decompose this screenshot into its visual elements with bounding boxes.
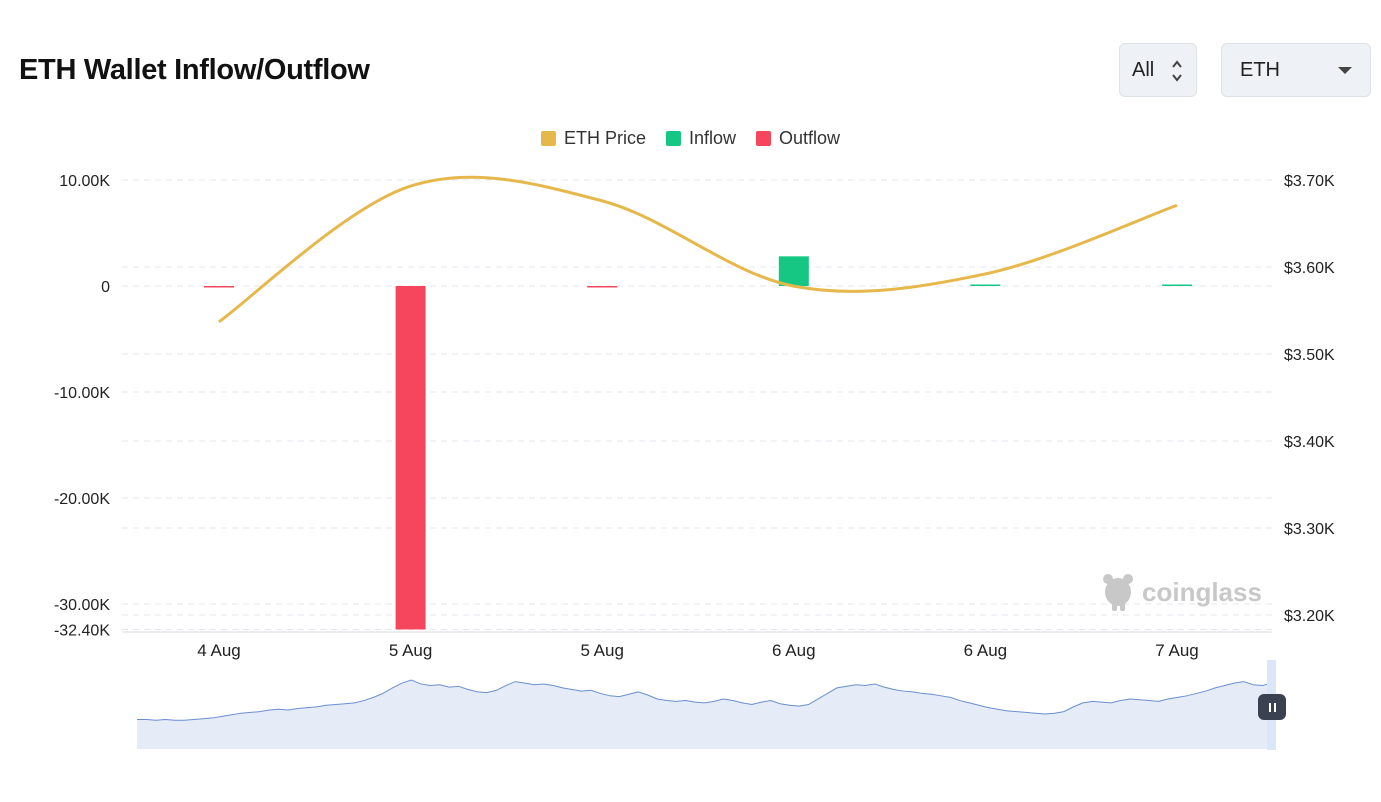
x-axis: 4 Aug 5 Aug 5 Aug 6 Aug 6 Aug 7 Aug bbox=[122, 631, 1272, 660]
y-right-tick-label: $3.20K bbox=[1284, 608, 1335, 625]
y-right-tick-label: $3.60K bbox=[1284, 260, 1335, 277]
watermark: coinglass bbox=[1103, 574, 1262, 611]
coinglass-logo-icon bbox=[1103, 574, 1133, 611]
y-right-tick-label: $3.50K bbox=[1284, 347, 1335, 364]
y-left-tick-label: 0 bbox=[101, 279, 110, 296]
legend-swatch-outflow bbox=[756, 131, 771, 146]
outflow-bar bbox=[395, 286, 426, 630]
legend-item-outflow[interactable]: Outflow bbox=[756, 128, 840, 149]
eth-price-line bbox=[218, 175, 1178, 324]
navigator-handle[interactable] bbox=[1258, 694, 1286, 720]
navigator-line bbox=[137, 679, 1273, 721]
y-left-tick-label: -10.00K bbox=[54, 385, 110, 402]
watermark-text: coinglass bbox=[1142, 577, 1262, 607]
range-select[interactable]: All bbox=[1119, 43, 1197, 97]
x-tick-label: 5 Aug bbox=[580, 641, 624, 660]
coin-select[interactable]: ETH bbox=[1221, 43, 1371, 97]
legend-label-price: ETH Price bbox=[563, 128, 646, 148]
x-tick-label: 6 Aug bbox=[772, 641, 816, 660]
range-select-value: All bbox=[1132, 58, 1155, 81]
y-left-tick-label: -20.00K bbox=[54, 491, 110, 508]
pause-icon-bar bbox=[1268, 702, 1271, 712]
coin-select-value: ETH bbox=[1240, 58, 1280, 81]
grid-layer bbox=[122, 179, 1272, 630]
y-right-tick-label: $3.40K bbox=[1284, 434, 1335, 451]
inflow-bar bbox=[778, 256, 809, 286]
legend-item-eth-price[interactable]: ETH Price bbox=[540, 128, 646, 149]
y-left-tick-label: -32.40K bbox=[54, 622, 110, 639]
inflow-bar bbox=[1162, 284, 1192, 286]
legend-label-outflow: Outflow bbox=[779, 128, 841, 148]
y-left-tick-label: -30.00K bbox=[54, 597, 110, 614]
left-axis: 10.00K 0 -10.00K -20.00K -30.00K -32.40K bbox=[54, 173, 110, 639]
y-right-tick-label: $3.30K bbox=[1284, 521, 1335, 538]
x-tick-label: 4 Aug bbox=[197, 641, 241, 660]
time-navigator bbox=[137, 660, 1276, 750]
bars-layer bbox=[204, 256, 1192, 630]
x-tick-label: 7 Aug bbox=[1155, 641, 1199, 660]
legend-swatch-price bbox=[540, 131, 556, 146]
right-axis: $3.70K $3.60K $3.50K $3.40K $3.30K $3.20K bbox=[1284, 173, 1335, 625]
navigator-area bbox=[137, 680, 1272, 749]
page-title: ETH Wallet Inflow/Outflow bbox=[19, 54, 370, 86]
up-down-chevron-icon bbox=[1172, 60, 1182, 82]
chevron-down-icon bbox=[1338, 67, 1352, 74]
inflow-bar bbox=[970, 284, 1001, 286]
legend-label-inflow: Inflow bbox=[688, 128, 736, 148]
legend-item-inflow[interactable]: Inflow bbox=[665, 128, 736, 149]
x-tick-label: 5 Aug bbox=[389, 641, 433, 660]
price-line-layer bbox=[218, 175, 1178, 324]
y-right-tick-label: $3.70K bbox=[1284, 173, 1335, 190]
outflow-bar bbox=[587, 286, 618, 288]
pause-icon-bar bbox=[1273, 702, 1276, 712]
legend-swatch-inflow bbox=[665, 131, 681, 146]
x-tick-label: 6 Aug bbox=[964, 641, 1008, 660]
y-left-tick-label: 10.00K bbox=[59, 173, 110, 190]
chart-legend: ETH Price Inflow Outflow bbox=[0, 128, 1381, 149]
outflow-bar bbox=[204, 286, 234, 288]
